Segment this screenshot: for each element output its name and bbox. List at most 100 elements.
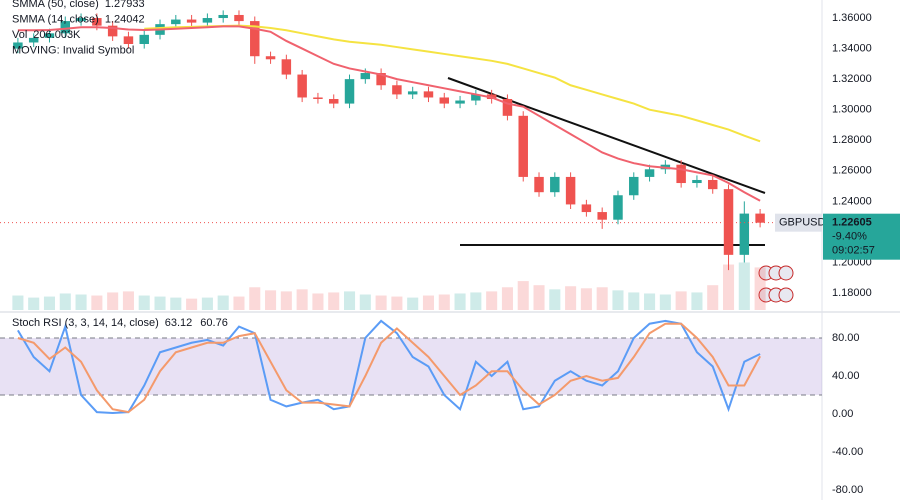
candle-body: [392, 85, 402, 95]
y-tick-label: 1.24000: [832, 195, 872, 207]
candle-body: [518, 115, 528, 177]
legend-name: Vol: [12, 29, 27, 41]
volume-bar: [249, 287, 261, 310]
candle-body: [423, 91, 434, 98]
volume-bar: [675, 291, 687, 310]
legend-value: 1.24042: [105, 13, 145, 25]
candle-body: [76, 18, 86, 22]
volume-bar: [517, 281, 529, 310]
candle-body: [250, 21, 260, 57]
volume-bar: [154, 296, 166, 310]
volume-bar: [186, 298, 198, 310]
candle-body: [328, 99, 339, 104]
symbol-label: GBPUSD: [779, 217, 826, 229]
annotation: MOVING: Invalid Symbol: [12, 44, 134, 56]
legend-value: 1.27933: [105, 0, 145, 10]
legend-value: 60.76: [200, 317, 228, 329]
candle-body: [502, 99, 513, 116]
candle-body: [28, 37, 39, 43]
candle-body: [107, 25, 118, 37]
y-tick-label: 1.28000: [832, 134, 872, 146]
candle-body: [313, 97, 323, 100]
candle-body: [550, 176, 560, 193]
price-label: 1.22605: [832, 217, 872, 229]
candle-body: [644, 169, 655, 177]
candle-body: [171, 19, 181, 25]
volume-bar: [375, 295, 387, 310]
y-tick-label: 1.34000: [832, 42, 872, 54]
volume-bar: [233, 296, 245, 310]
candle-body: [629, 176, 639, 196]
candle-body: [139, 34, 149, 45]
indicator-title: Stoch RSI (3, 3, 14, 14, close): [12, 317, 159, 329]
volume-bar: [312, 293, 324, 310]
candle-body: [360, 73, 371, 80]
candle-body: [202, 18, 213, 23]
candle-body: [344, 79, 355, 104]
volume-bar: [738, 262, 750, 310]
candle-body: [60, 21, 71, 34]
volume-bar: [470, 292, 482, 310]
symbol-box: [775, 213, 822, 232]
volume-bar: [296, 289, 308, 310]
candle-body: [297, 74, 307, 98]
volume-bar: [644, 293, 656, 310]
band-fill: [0, 337, 822, 396]
volume-bar: [454, 293, 466, 310]
volume-bar: [343, 291, 356, 310]
y-tick-label: 40.00: [832, 370, 860, 382]
candle-body: [597, 212, 607, 220]
volume-bar: [217, 295, 229, 310]
volume-bar: [359, 294, 371, 310]
volume-bar: [422, 295, 435, 310]
volume-bar: [91, 295, 103, 310]
trend-line: [447, 77, 766, 194]
volume-bar: [138, 295, 150, 310]
volume-bar: [391, 296, 403, 310]
candle-body: [455, 100, 465, 104]
countdown-label: 09:02:57: [832, 245, 875, 257]
volume-bar: [265, 290, 277, 310]
volume-bar: [501, 287, 513, 310]
volume-bar: [43, 296, 56, 310]
legend-name: SMMA (50, close): [12, 0, 99, 10]
smma-line: [144, 24, 761, 143]
candle-body: [739, 213, 750, 255]
candle-body: [613, 195, 623, 220]
volume-bar: [722, 264, 735, 310]
volume-bar: [407, 297, 419, 310]
candle-body: [186, 19, 197, 23]
candle-body: [234, 14, 244, 22]
volume-bar: [707, 285, 719, 310]
stoch-line: [17, 319, 761, 415]
candle-body: [13, 42, 23, 49]
volume-bar: [28, 297, 40, 310]
volume-bar: [549, 289, 561, 310]
volume-bar: [533, 285, 545, 310]
price-box: [823, 213, 900, 260]
volume-bar: [754, 267, 766, 310]
candle-body: [755, 213, 765, 223]
volume-bar: [691, 292, 703, 310]
legend-value: 63.12: [165, 317, 193, 329]
candle-body: [581, 204, 592, 213]
y-tick-label: -80.00: [832, 484, 863, 496]
volume-bar: [75, 294, 87, 310]
candle-body: [123, 36, 134, 45]
volume-bar: [580, 288, 592, 310]
volume-bar: [596, 287, 608, 310]
volume-bar: [170, 297, 182, 310]
candle-body: [707, 179, 718, 190]
stoch-line: [17, 322, 761, 414]
candle-body: [44, 33, 55, 38]
legend-value: 206.003K: [33, 29, 81, 41]
y-tick-label: 1.18000: [832, 287, 872, 299]
smma-line: [17, 25, 761, 202]
candle-body: [407, 91, 418, 95]
candle-body: [471, 94, 481, 101]
volume-bar: [280, 291, 292, 310]
y-tick-label: 1.32000: [832, 73, 872, 85]
candle-body: [218, 14, 228, 19]
y-tick-label: 1.30000: [832, 104, 872, 116]
